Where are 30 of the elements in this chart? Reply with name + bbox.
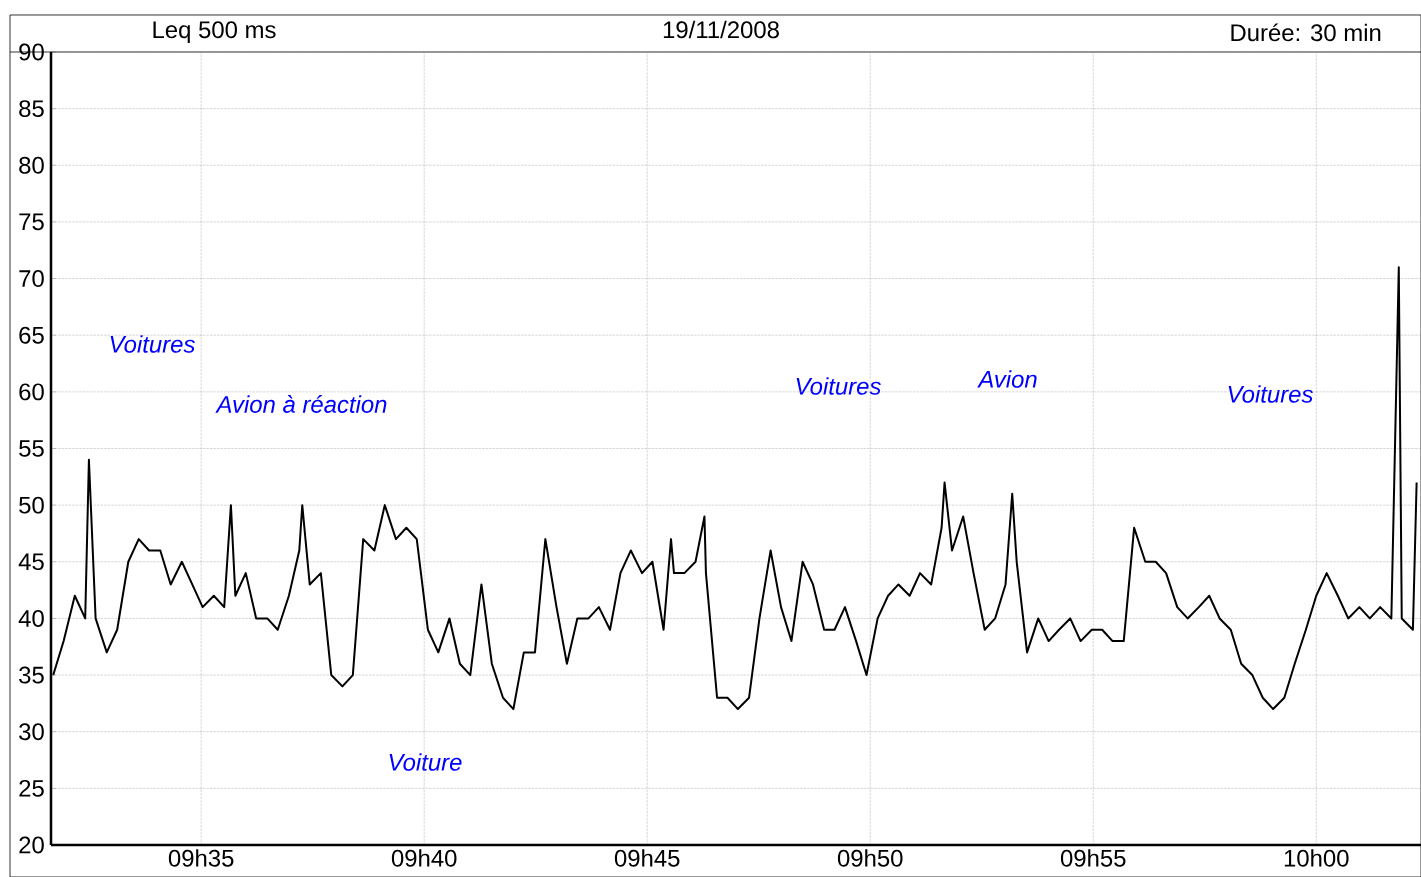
x-tick-label: 09h45: [614, 849, 680, 867]
y-tick-label: 65: [19, 326, 44, 344]
y-tick-label: 55: [19, 440, 44, 457]
y-tick-label: 30: [19, 723, 44, 741]
y-tick-label: 40: [18, 609, 44, 627]
y-tick-label: 60: [19, 383, 44, 401]
x-tick-label: 09h50: [837, 849, 903, 867]
y-tick-label: 70: [19, 270, 44, 288]
y-tick-label: 85: [19, 100, 44, 118]
y-tick-label: 20: [19, 836, 44, 854]
y-tick-label: 45: [18, 553, 44, 571]
y-tick-label: 80: [19, 156, 44, 174]
x-tick-label: 10h00: [1284, 849, 1349, 867]
y-tick-label: 90: [19, 43, 44, 61]
y-tick-label: 75: [19, 213, 44, 231]
x-tick-label: 09h40: [391, 849, 457, 867]
x-tick-label: 09h35: [168, 849, 234, 867]
y-tick-label: 35: [19, 666, 44, 684]
text: Durée: 30 min: [1231, 23, 1381, 42]
annotation: Avion à réaction: [215, 395, 387, 413]
chart-title: Leq 500 ms: [153, 21, 276, 43]
annotation: Voitures: [796, 377, 881, 395]
annotation: Avion: [977, 370, 1037, 388]
annotation: Voitures: [110, 335, 195, 353]
x-tick-label: 09h55: [1060, 849, 1126, 867]
annotation: Voiture: [389, 753, 462, 771]
y-tick-label: 50: [19, 496, 44, 514]
chart-subtitle: 19/11/2008: [663, 20, 779, 39]
annotation: Voitures: [1228, 385, 1313, 403]
y-tick-label: 25: [19, 779, 44, 797]
